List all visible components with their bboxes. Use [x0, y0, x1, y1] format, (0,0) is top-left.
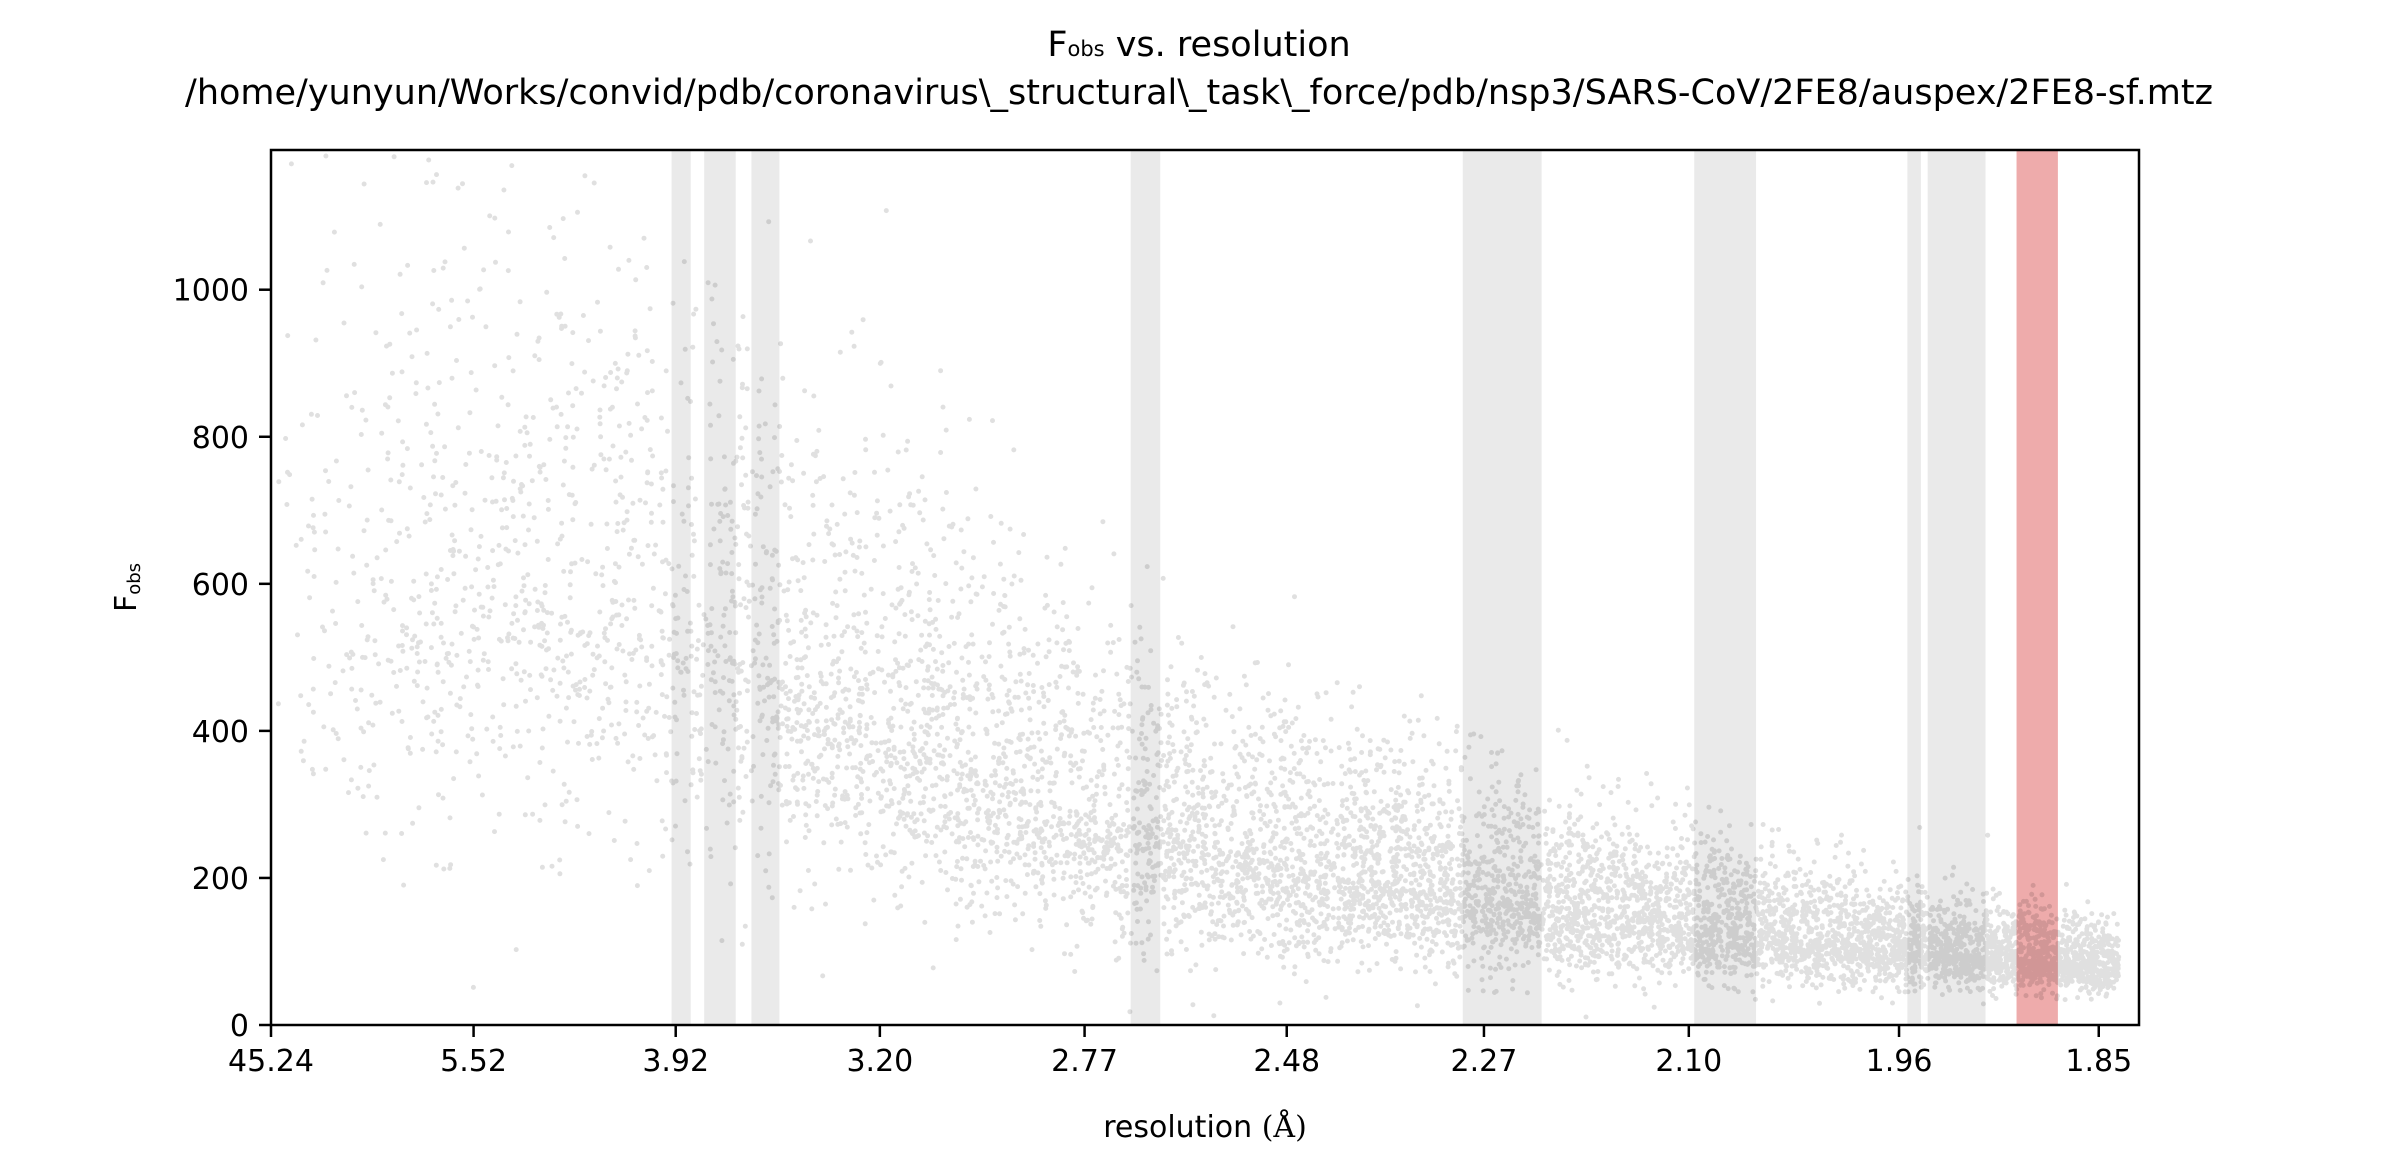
- ice-ring-band: [671, 150, 691, 1025]
- y-axis-label: Fobs: [109, 563, 145, 612]
- ice-ring-band: [1694, 150, 1757, 1025]
- plot-frame: [269, 148, 2141, 1027]
- ice-ring-bands: [671, 150, 2058, 1025]
- y-tick-label: 400: [192, 715, 249, 750]
- y-axis-ticks: 0 200 400 600 800 1000: [173, 274, 271, 1044]
- ice-ring-band: [704, 150, 736, 1025]
- x-axis-ticks: 45.24 5.52 3.92 3.20 2.77 2.48 2.27 2.10 1.96 1.8…: [228, 1025, 2132, 1079]
- ice-ring-band: [1130, 150, 1161, 1025]
- x-tick-label: 1.96: [1866, 1044, 1933, 1079]
- x-tick-label: 1.85: [2065, 1044, 2132, 1079]
- y-axis-label-subscript: obs: [124, 563, 145, 595]
- chart-title-suffix: vs. resolution: [1104, 25, 1351, 65]
- y-axis-label-text: F: [109, 595, 144, 612]
- y-tick-label: 1000: [173, 274, 249, 309]
- y-tick-label: 800: [192, 421, 249, 456]
- x-tick-label: 2.77: [1051, 1044, 1118, 1079]
- chart-title-main: F: [1047, 25, 1068, 65]
- x-tick-label: 3.92: [642, 1044, 709, 1079]
- ice-ring-band: [1462, 150, 1542, 1025]
- x-axis-label: resolution (Å): [1103, 1109, 1307, 1145]
- y-tick-label: 200: [192, 862, 249, 897]
- ice-ring-band: [1907, 150, 1921, 1025]
- ice-ring-band: [751, 150, 780, 1025]
- ice-ring-band: [1927, 150, 1986, 1025]
- chart-subtitle-path: /home/yunyun/Works/convid/pdb/coronaviru…: [185, 73, 2213, 113]
- x-tick-label: 2.48: [1253, 1044, 1320, 1079]
- x-tick-label: 5.52: [440, 1044, 507, 1079]
- flagged-ice-ring-band: [2016, 150, 2058, 1025]
- x-axis-label-text: resolution: [1103, 1110, 1252, 1145]
- x-axis-label-unit: (Å): [1262, 1109, 1307, 1145]
- x-tick-label: 2.27: [1451, 1044, 1518, 1079]
- x-tick-label: 45.24: [228, 1044, 314, 1079]
- x-tick-label: 3.20: [846, 1044, 913, 1079]
- y-tick-label: 0: [230, 1009, 249, 1044]
- x-tick-label: 2.10: [1655, 1044, 1722, 1079]
- chart-title: Fobs vs. resolution: [0, 24, 2398, 70]
- chart-title-subscript: obs: [1067, 37, 1105, 61]
- y-tick-label: 600: [192, 568, 249, 603]
- scatter-points: [275, 153, 2122, 1020]
- scatter-point-cloud: [275, 153, 2122, 1020]
